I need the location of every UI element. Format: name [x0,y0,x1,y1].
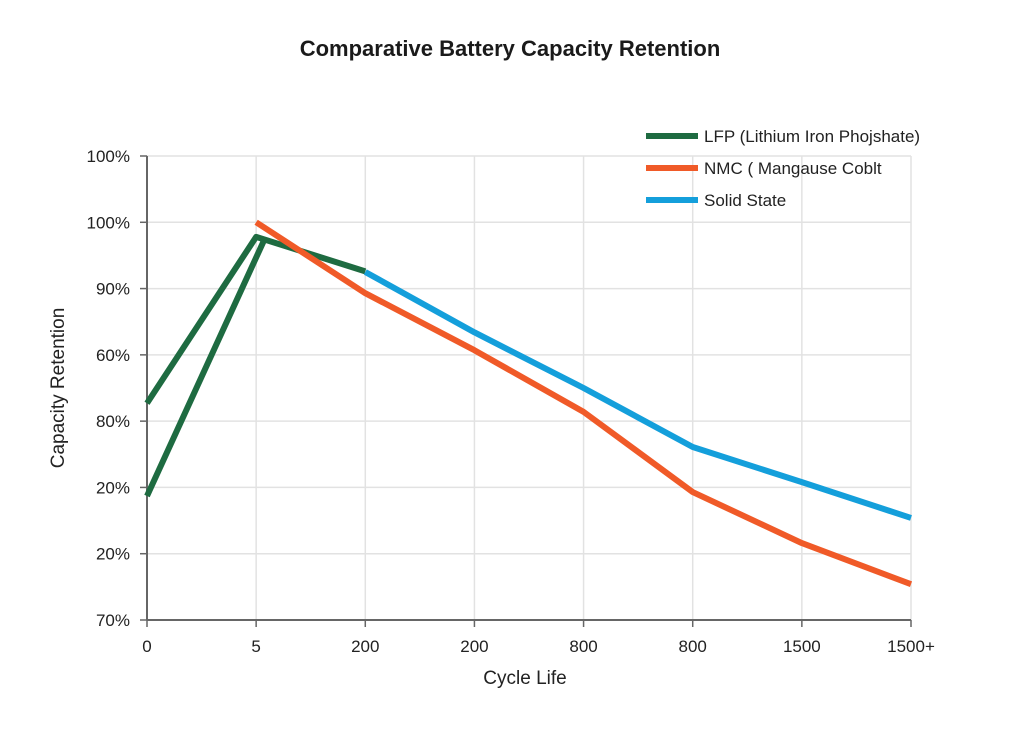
x-tick-label: 800 [569,637,597,656]
y-tick-label: 20% [96,545,130,564]
x-tick-label: 1500+ [887,637,935,656]
x-tick-label: 0 [142,637,151,656]
y-tick-label: 100% [87,213,130,232]
y-tick-label: 100% [87,147,130,166]
y-tick-label: 20% [96,478,130,497]
y-tick-label: 80% [96,412,130,431]
series-line-1 [144,239,267,498]
y-tick-label: 60% [96,346,130,365]
y-tick-label: 70% [96,611,130,630]
x-tick-label: 1500 [783,637,821,656]
x-axis-label: Cycle Life [483,668,566,689]
legend-label: NMC ( Mangause Coblt [704,159,882,178]
x-tick-label: 5 [251,637,260,656]
chart-title: Comparative Battery Capacity Retention [299,36,721,61]
legend-label: Solid State [704,191,786,210]
x-tick-label: 200 [460,637,488,656]
x-tick-label: 800 [679,637,707,656]
x-tick-label: 200 [351,637,379,656]
y-axis-label: Capacity Retention [48,308,69,469]
y-tick-label: 90% [96,280,130,299]
series-line-3 [363,269,912,521]
legend-label: LFP (Lithium Iron Phojshate) [704,127,920,146]
